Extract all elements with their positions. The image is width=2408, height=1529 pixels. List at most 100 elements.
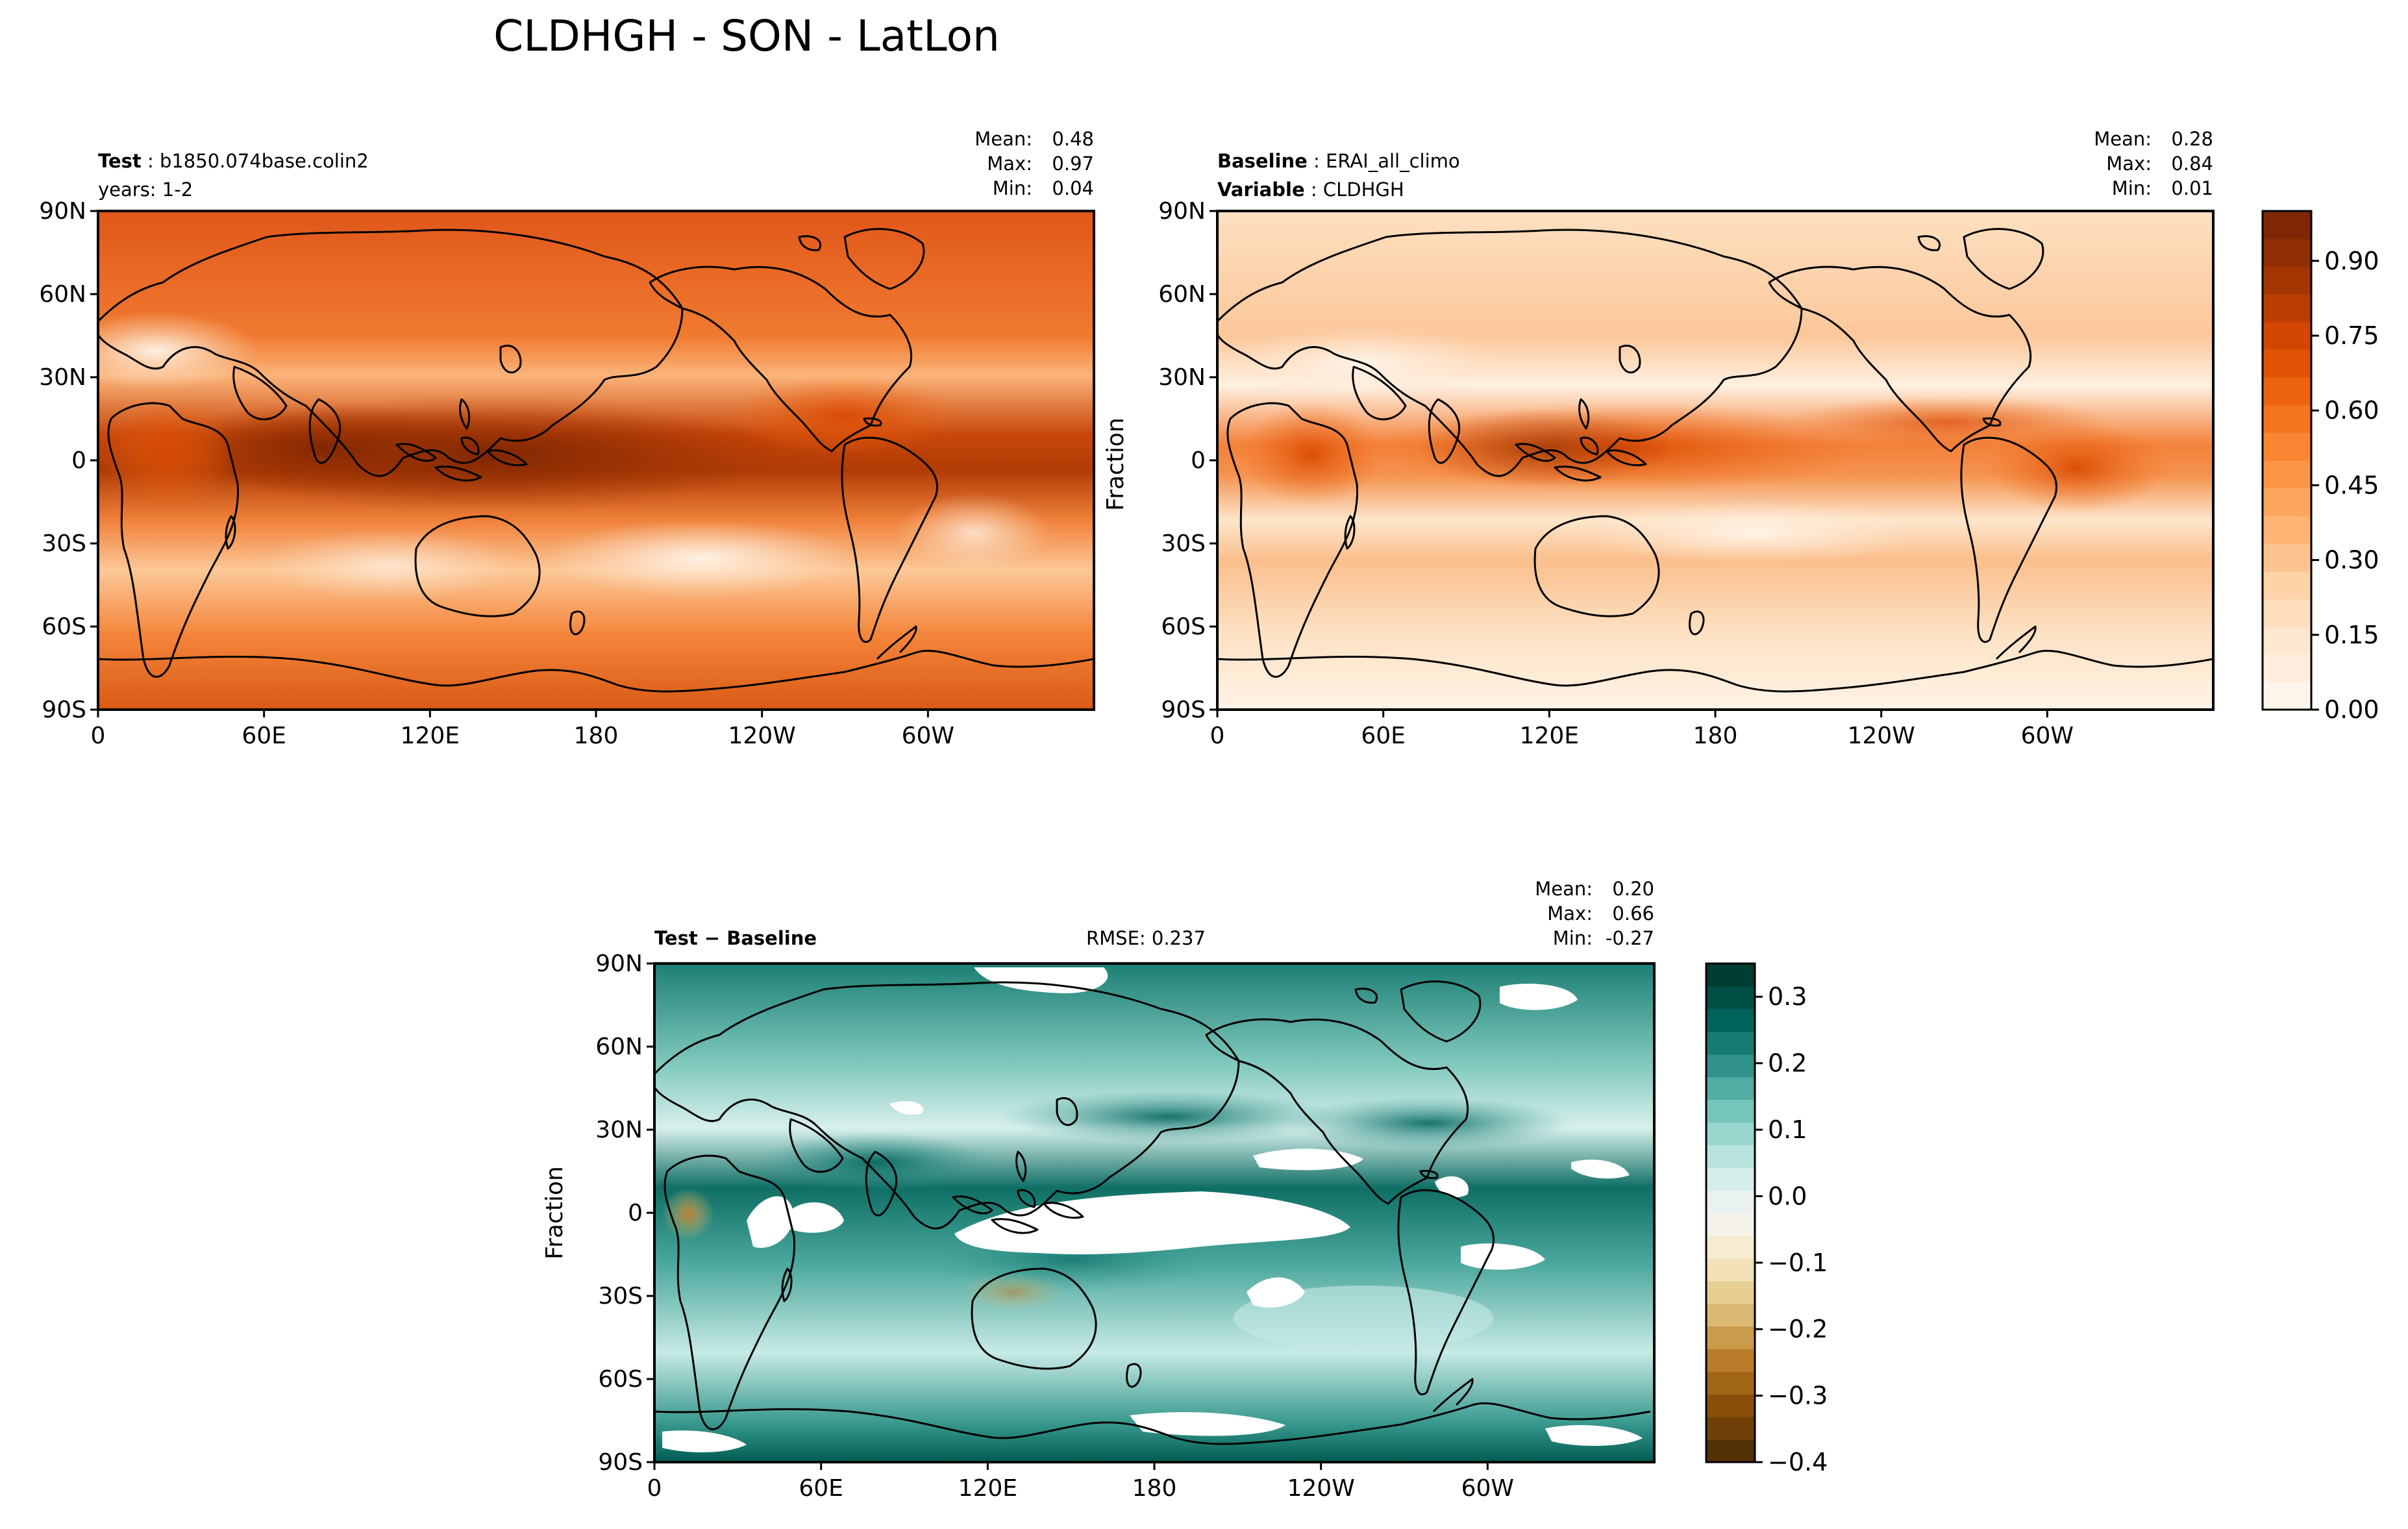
colorbar-band [2263,543,2311,572]
colorbar-band [2263,571,2311,599]
colorbar-band [2263,599,2311,627]
diff-lat-tick-label: 30N [595,1117,643,1143]
colorbar-band [2263,266,2311,295]
svg-text:0.20: 0.20 [1612,878,1654,900]
colorbar-band [1706,1439,1755,1463]
baseline-lon-tick-label: 60W [2021,723,2074,749]
figure-title: CLDHGH - SON - LatLon [493,11,1000,61]
baseline-lon-tick-label: 0 [1210,723,1225,749]
test-lat-tick-label: 0 [71,447,86,474]
colorbar-band [1706,1145,1755,1168]
colorbar-tick-label: 0.90 [2324,247,2379,275]
diff-rmse: RMSE: 0.237 [1086,927,1206,949]
diff-label: Test − Baseline [654,927,817,949]
diff-lat-tick-label: 0 [628,1200,643,1226]
diff-ylabel: Fraction [541,1166,568,1260]
svg-text:0.84: 0.84 [2171,153,2213,175]
baseline-variable: Variable : CLDHGH [1217,179,1404,201]
svg-text:Max:: Max: [1547,902,1593,925]
colorbar-band [2263,238,2311,267]
colorbar-band [2263,682,2311,710]
test-panel [97,210,1095,711]
svg-text:Mean:: Mean: [974,128,1032,150]
colorbar-band [1706,1349,1755,1372]
svg-text:Max:: Max: [987,153,1032,175]
test-lat-tick-label: 90S [42,697,86,723]
test-lon-tick-label: 180 [574,723,619,749]
baseline-stats: Mean: 0.28 Max: 0.84 Min: 0.01 [2094,128,2213,199]
diff-map-field [654,963,1654,1462]
colorbar-tick-label: 0.3 [1768,982,1807,1011]
colorbar-tick-label: 0.0 [1768,1182,1807,1210]
colorbar-tick-label: 0.1 [1768,1115,1807,1144]
svg-text:Min:: Min: [993,177,1032,199]
baseline-lat-tick-label: 0 [1191,447,1206,474]
baseline-lat-tick-label: 60S [1161,614,1206,640]
colorbar-tick-label: 0.45 [2324,471,2379,499]
baseline-map-field [1217,211,2213,710]
svg-text:0.04: 0.04 [1052,177,1094,199]
colorbar-tick-label: 0.2 [1768,1049,1807,1078]
colorbar-band [2263,488,2311,516]
colorbar-band [1706,1213,1755,1236]
colorbar-band [1706,1394,1755,1417]
colorbar-band [1706,1031,1755,1055]
colorbar-band [1706,1303,1755,1327]
baseline-lon-tick-label: 180 [1693,723,1738,749]
test-lon-tick-label: 120E [401,723,460,749]
colorbar-band [1706,1417,1755,1440]
diff-panel [653,962,1656,1463]
test-lat-tick-label: 30N [39,364,86,391]
svg-text:0.48: 0.48 [1052,128,1094,150]
colorbar-band [1706,1054,1755,1078]
colorbar-band [2263,627,2311,655]
colorbar-tick-label: 0.60 [2324,396,2379,425]
colorbar-band [1706,963,1755,987]
diff-lon-tick-label: 120E [958,1475,1017,1502]
svg-text:0.01: 0.01 [2171,177,2213,199]
colorbar-band [2263,349,2311,378]
test-lat-tick-label: 60N [39,281,86,308]
colorbar-tick-label: 0.75 [2324,321,2379,350]
colorbar-band [2263,516,2311,544]
test-lat-tick-label: 30S [42,530,86,557]
baseline-ylabel: Fraction [1102,417,1129,511]
diff-lon-tick-label: 120W [1287,1475,1355,1502]
test-map-field [98,211,1094,710]
diff-lat-tick-label: 60N [595,1034,643,1060]
svg-text:0.66: 0.66 [1612,902,1654,925]
colorbar-band [2263,654,2311,682]
svg-text:Max:: Max: [2106,153,2152,175]
svg-text:0.97: 0.97 [1052,153,1094,175]
diff-lon-tick-label: 60E [799,1475,843,1502]
diff-lon-tick-label: 180 [1132,1475,1177,1502]
svg-text:Min:: Min: [2112,177,2152,199]
svg-text:Min:: Min: [1553,927,1593,949]
test-lat-tick-label: 60S [42,614,86,640]
colorbar-tick-label: 0.30 [2324,546,2379,575]
colorbar-frame [2261,210,2313,711]
colorbar-tick-label: −0.4 [1768,1448,1828,1476]
colorbar-tick-label: 0.00 [2324,695,2379,724]
colorbar-band [1706,1167,1755,1191]
colorbar-band [1706,1258,1755,1282]
baseline-lat-tick-label: 30S [1161,530,1206,557]
baseline-lon-tick-label: 60E [1361,723,1406,749]
svg-text:-0.27: -0.27 [1606,927,1654,949]
colorbar-band [1706,986,1755,1010]
diff-stats: Mean: 0.20 Max: 0.66 Min: -0.27 [1535,878,1654,949]
colorbar-tick-label: −0.1 [1768,1249,1828,1277]
colorbar-band [2263,211,2311,240]
diff-lat-tick-label: 60S [598,1366,643,1393]
diff-lat-tick-label: 90N [595,951,643,977]
baseline-lat-tick-label: 30N [1158,364,1206,391]
diff-lat-tick-label: 90S [598,1449,643,1476]
test-lon-tick-label: 60W [902,723,954,749]
colorbar-frame [1705,962,1756,1463]
svg-text:Mean:: Mean: [2094,128,2152,150]
test-label: Test : b1850.074base.colin2 [98,150,369,172]
colorbar-band [1706,1076,1755,1100]
colorbar-band [2263,377,2311,406]
colorbar-diff: 0.3 0.2 0.1 0.0 −0.1 −0.2 −0.3 −0.4 [1705,962,1828,1476]
svg-text:Mean:: Mean: [1535,878,1593,900]
